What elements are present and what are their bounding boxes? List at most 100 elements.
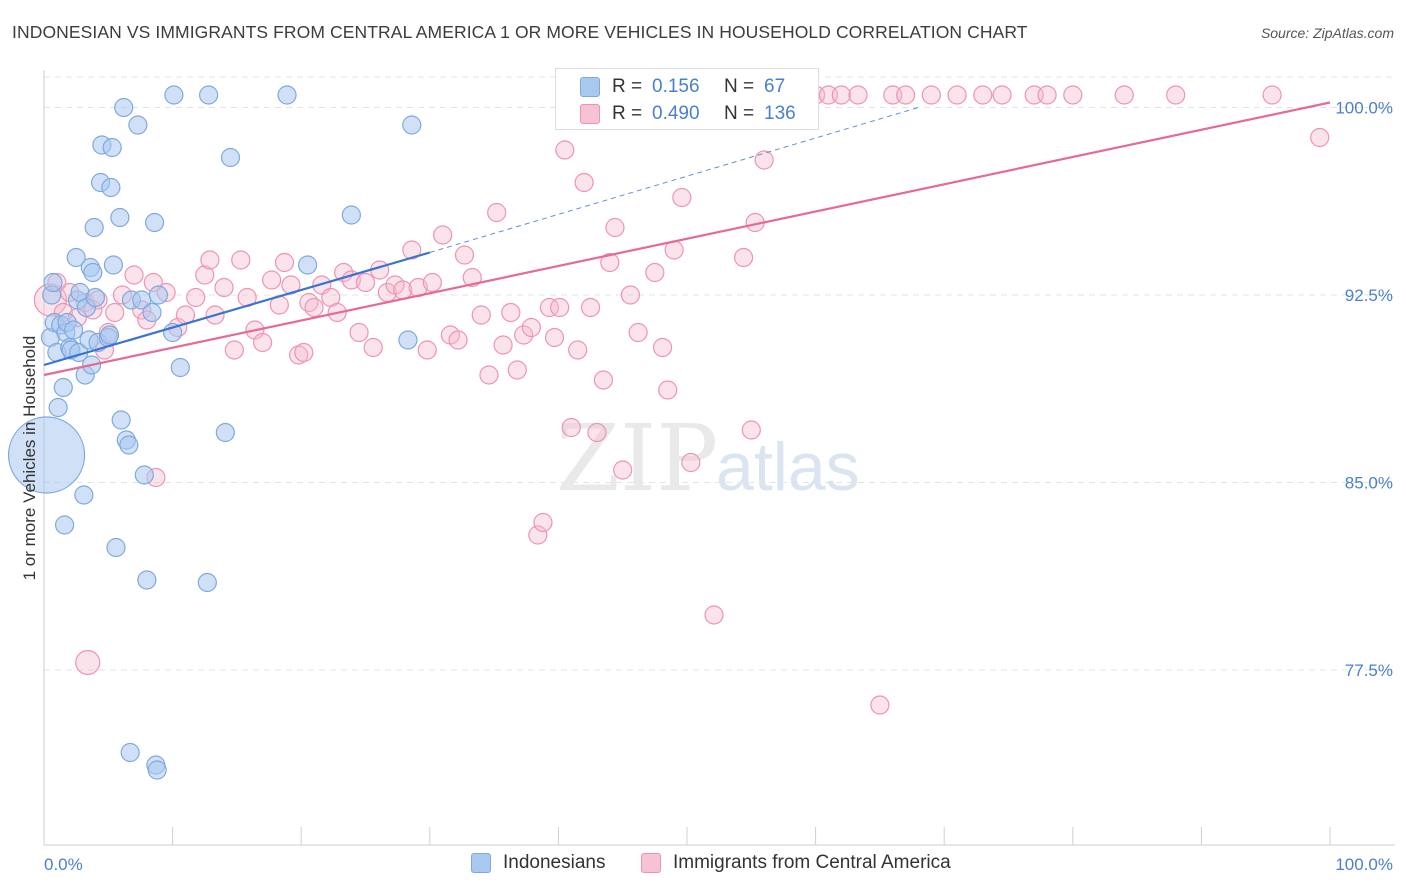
point-central-america — [1037, 85, 1057, 105]
point-central-america — [574, 172, 594, 193]
point-central-america — [402, 240, 422, 260]
point-indonesians — [277, 85, 297, 105]
point-indonesians — [128, 115, 148, 135]
point-indonesians — [43, 272, 63, 293]
point-central-america — [341, 270, 361, 290]
point-indonesians — [341, 205, 361, 225]
point-central-america — [550, 297, 570, 318]
point-central-america — [658, 380, 678, 400]
point-central-america — [1166, 85, 1186, 105]
legend-n-label: N = — [724, 76, 755, 97]
point-central-america — [75, 649, 101, 676]
trend-line-indonesians-extension — [429, 107, 919, 253]
point-indonesians — [114, 97, 134, 118]
point-central-america — [896, 85, 916, 105]
point-indonesians — [197, 572, 217, 593]
point-central-america — [544, 327, 565, 348]
legend-swatch-pink — [580, 104, 600, 124]
legend-row-indonesians: R = 0.156 N = 67 — [556, 73, 785, 101]
point-central-america — [417, 340, 437, 360]
point-central-america — [294, 342, 314, 363]
legend-label-indonesians: Indonesians — [503, 852, 606, 873]
point-central-america — [501, 302, 521, 323]
point-central-america — [704, 605, 724, 625]
point-central-america — [514, 325, 534, 345]
point-central-america — [1114, 85, 1134, 105]
point-indonesians — [66, 247, 86, 268]
legend-r-label: R = — [612, 76, 643, 97]
point-central-america — [870, 695, 890, 715]
point-indonesians — [83, 262, 103, 283]
point-central-america — [533, 512, 553, 533]
trend-lines — [43, 101, 1331, 377]
point-central-america — [462, 267, 482, 288]
point-indonesians — [111, 410, 131, 430]
point-central-america — [1262, 85, 1282, 105]
point-indonesians — [84, 217, 104, 238]
point-central-america — [214, 277, 234, 298]
point-indonesians — [63, 320, 84, 340]
legend-n-value: 136 — [764, 103, 796, 124]
point-indonesians — [103, 255, 124, 275]
point-central-america — [973, 85, 993, 105]
point-central-america — [274, 252, 295, 273]
point-indonesians — [164, 85, 184, 105]
y-tick-label: 77.5% — [1345, 661, 1393, 680]
point-central-america — [528, 525, 548, 545]
point-indonesians — [120, 742, 140, 763]
legend-r-value: 0.490 — [652, 103, 700, 124]
watermark: ZIP atlas — [556, 405, 860, 512]
point-indonesians — [99, 325, 120, 345]
legend-swatch-blue — [580, 77, 600, 97]
chart-source: Source: ZipAtlas.com — [1260, 25, 1394, 41]
point-central-america — [555, 140, 575, 160]
legend-item-central-america[interactable]: Immigrants from Central America — [641, 852, 951, 874]
point-indonesians — [101, 177, 121, 198]
point-indonesians — [106, 537, 126, 558]
point-central-america — [471, 305, 491, 325]
point-indonesians — [7, 416, 86, 494]
point-indonesians — [215, 422, 235, 443]
point-central-america — [992, 85, 1012, 105]
legend-row-central-america: R = 0.490 N = 136 — [556, 100, 796, 128]
point-central-america — [628, 322, 648, 343]
point-central-america — [754, 150, 774, 170]
legend-swatch-blue — [471, 853, 491, 873]
point-central-america — [195, 265, 215, 285]
watermark-atlas: atlas — [716, 429, 860, 505]
point-central-america — [289, 345, 309, 365]
x-tick-label: 100.0% — [1335, 855, 1393, 874]
point-indonesians — [402, 115, 422, 135]
series-central-america-points — [33, 85, 1330, 715]
point-central-america — [652, 337, 673, 358]
y-tick-label: 100.0% — [1335, 99, 1393, 118]
point-central-america — [741, 420, 761, 440]
point-indonesians — [54, 515, 75, 535]
point-central-america — [448, 330, 468, 350]
point-central-america — [422, 272, 442, 293]
y-axis-label: 1 or more Vehicles in Household — [20, 335, 39, 581]
point-central-america — [493, 335, 513, 355]
legend-item-indonesians[interactable]: Indonesians — [471, 852, 605, 874]
grid — [44, 76, 1395, 671]
trend-line-indonesians — [43, 251, 431, 367]
point-indonesians — [137, 570, 157, 590]
point-central-america — [1063, 85, 1083, 105]
series-indonesians-points — [7, 85, 422, 780]
point-central-america — [200, 250, 220, 270]
point-central-america — [672, 187, 692, 208]
point-indonesians — [134, 465, 154, 485]
point-indonesians — [144, 212, 165, 233]
tick-labels: 77.5% 85.0% 92.5% 100.0% 0.0% 100.0% — [44, 99, 1393, 875]
point-central-america — [600, 252, 620, 273]
point-central-america — [479, 365, 499, 385]
x-tick-label: 0.0% — [44, 855, 83, 874]
point-central-america — [645, 262, 665, 283]
point-central-america — [733, 247, 754, 268]
point-indonesians — [220, 147, 241, 168]
point-central-america — [947, 85, 967, 105]
point-indonesians — [48, 397, 68, 418]
point-indonesians — [199, 85, 219, 105]
legend-r-value: 0.156 — [652, 76, 700, 97]
